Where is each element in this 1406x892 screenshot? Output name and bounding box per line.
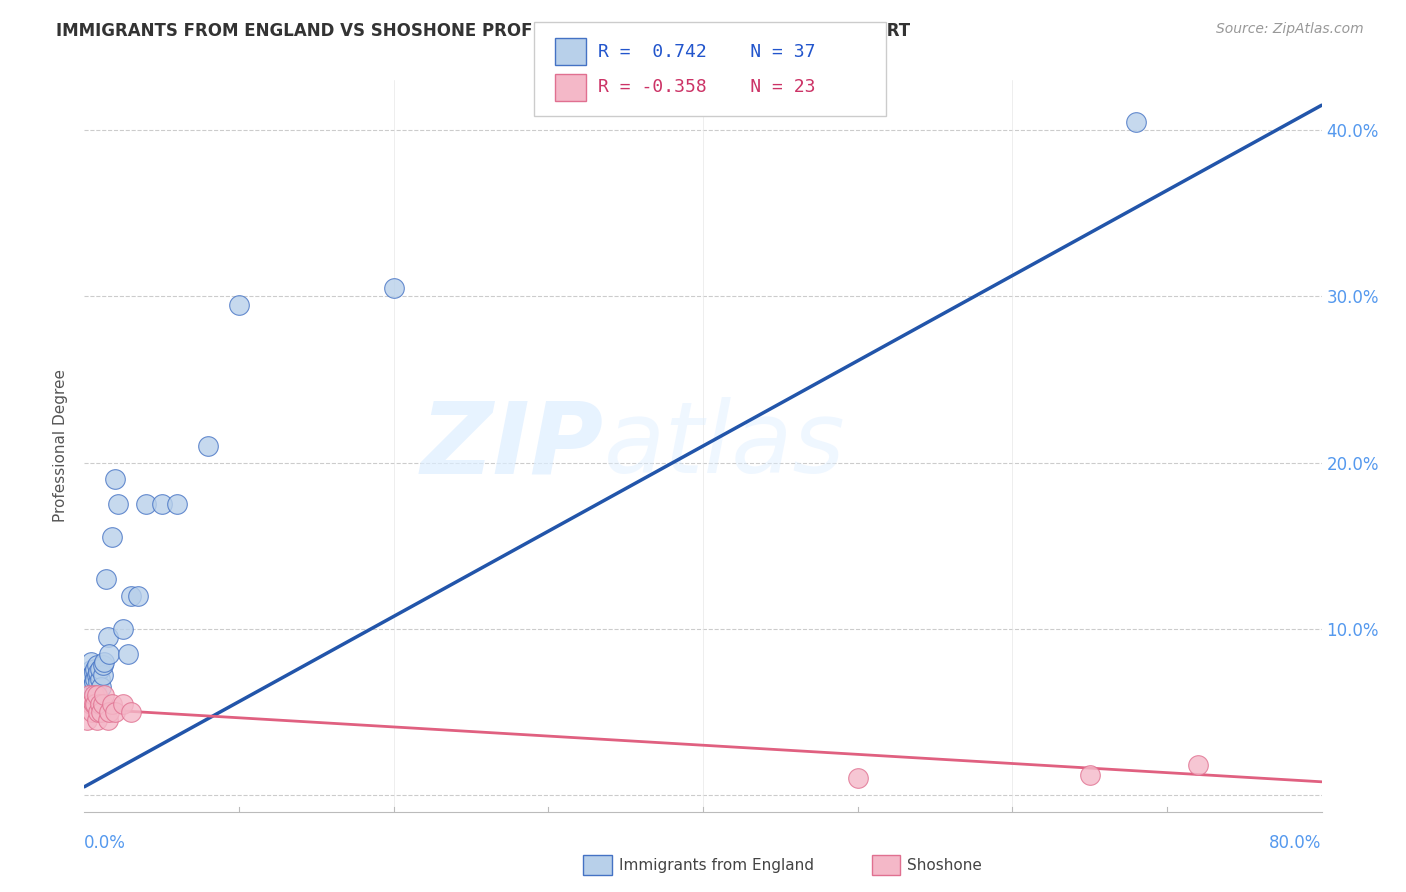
Point (90, 705, 112, 719)
Point (84, 697, 107, 711)
Point (98, 705, 121, 719)
Text: IMMIGRANTS FROM ENGLAND VS SHOSHONE PROFESSIONAL DEGREE CORRELATION CHART: IMMIGRANTS FROM ENGLAND VS SHOSHONE PROF… (56, 22, 910, 40)
Point (112, 697, 135, 711)
Point (104, 472, 127, 486)
Point (1078, 768, 1101, 782)
Text: atlas: atlas (605, 398, 845, 494)
Point (128, 589, 150, 603)
Point (91, 668, 114, 682)
Point (76, 680, 98, 694)
Point (89, 672, 111, 686)
Point (86, 689, 108, 703)
Point (79, 697, 101, 711)
Point (82, 668, 104, 682)
Text: R =  0.742    N = 37: R = 0.742 N = 37 (598, 43, 815, 61)
Point (82, 705, 104, 719)
Point (83, 665, 105, 679)
Point (120, 705, 142, 719)
Point (1125, 115, 1147, 129)
Point (87, 705, 110, 719)
Point (197, 439, 219, 453)
Point (150, 497, 173, 511)
Point (93, 655, 115, 669)
Point (101, 697, 124, 711)
Point (117, 647, 139, 661)
Point (89, 662, 111, 676)
Point (83, 697, 105, 711)
Point (86, 668, 108, 682)
Point (93, 689, 115, 703)
Point (87, 675, 110, 690)
Point (120, 589, 142, 603)
Point (76, 714, 98, 728)
Point (90, 680, 112, 694)
Text: 80.0%: 80.0% (1270, 834, 1322, 852)
Point (94, 572, 117, 586)
Y-axis label: Professional Degree: Professional Degree (53, 369, 69, 523)
Text: Source: ZipAtlas.com: Source: ZipAtlas.com (1216, 22, 1364, 37)
Point (91, 697, 114, 711)
Point (83, 689, 105, 703)
Point (98, 647, 121, 661)
Point (846, 772, 869, 786)
Point (97, 714, 120, 728)
Point (91, 658, 114, 673)
Text: ZIP: ZIP (420, 398, 605, 494)
Text: 0.0%: 0.0% (84, 834, 127, 852)
Point (104, 705, 127, 719)
Point (107, 497, 129, 511)
Point (77, 689, 100, 703)
Text: R = -0.358    N = 23: R = -0.358 N = 23 (598, 78, 815, 96)
Point (83, 675, 105, 690)
Point (89, 697, 111, 711)
Point (86, 714, 108, 728)
Point (84, 662, 107, 676)
Point (87, 665, 110, 679)
Text: Immigrants from England: Immigrants from England (619, 858, 814, 872)
Point (79, 664, 101, 678)
Point (77, 672, 100, 686)
Point (82, 680, 104, 694)
Point (1187, 758, 1209, 772)
Text: Shoshone: Shoshone (907, 858, 981, 872)
Point (112, 622, 135, 636)
Point (135, 497, 157, 511)
Point (84, 672, 107, 686)
Point (86, 658, 108, 673)
Point (101, 530, 124, 544)
Point (228, 298, 250, 312)
Point (166, 497, 188, 511)
Point (382, 281, 405, 295)
Point (79, 655, 101, 669)
Point (97, 630, 120, 644)
